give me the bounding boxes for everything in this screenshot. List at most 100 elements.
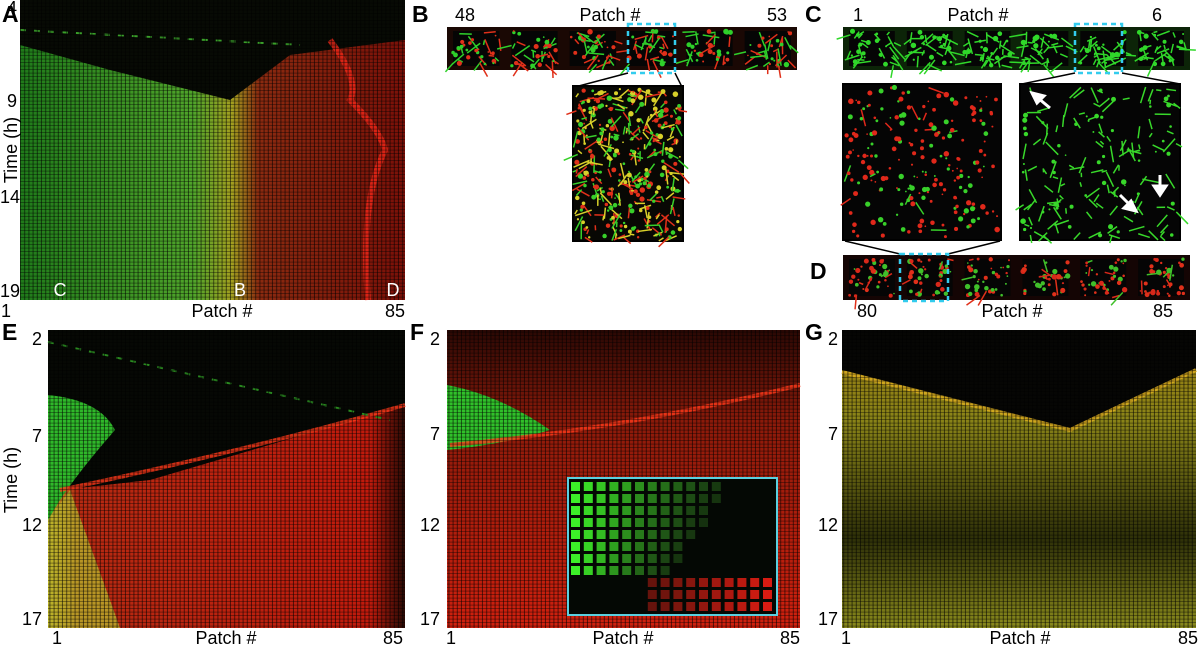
texture — [954, 60, 972, 66]
texture — [634, 45, 638, 55]
texture — [1021, 170, 1025, 174]
texture — [1122, 274, 1125, 278]
texture — [1162, 267, 1173, 278]
texture — [629, 208, 635, 214]
texture — [991, 210, 995, 213]
texture — [623, 236, 632, 245]
texture — [768, 35, 771, 38]
texture — [725, 57, 730, 62]
texture — [848, 279, 854, 284]
texture — [1134, 52, 1149, 62]
texture — [1123, 215, 1134, 223]
texture — [869, 173, 876, 178]
texture — [762, 61, 771, 68]
texture — [875, 119, 879, 123]
texture — [1038, 274, 1052, 278]
texture — [764, 44, 769, 59]
texture — [1139, 175, 1148, 186]
texture — [899, 120, 905, 126]
texture — [853, 191, 859, 197]
texture — [647, 518, 657, 527]
texture — [1024, 56, 1029, 60]
texture — [666, 185, 670, 189]
texture — [1098, 98, 1110, 108]
texture — [951, 169, 954, 172]
texture — [1181, 291, 1185, 296]
texture — [569, 35, 573, 39]
texture — [544, 39, 550, 45]
texture — [1051, 42, 1059, 46]
texture — [610, 115, 622, 128]
texture — [617, 152, 621, 156]
texture — [456, 60, 462, 66]
texture — [971, 202, 976, 206]
y-tick-label: 2 — [430, 329, 440, 349]
texture — [678, 189, 681, 192]
texture — [1136, 29, 1142, 35]
texture — [574, 159, 580, 165]
texture — [978, 39, 982, 43]
texture — [639, 117, 644, 124]
texture — [575, 165, 588, 178]
texture — [686, 51, 693, 67]
texture — [623, 180, 628, 185]
texture — [844, 133, 849, 138]
texture — [1095, 43, 1098, 47]
texture — [980, 59, 988, 69]
texture — [649, 56, 660, 61]
texture — [1047, 283, 1051, 287]
texture — [601, 190, 605, 194]
texture — [873, 33, 881, 41]
texture — [967, 175, 970, 179]
texture — [869, 265, 874, 271]
texture — [484, 39, 492, 55]
texture — [737, 578, 747, 587]
texture — [1138, 144, 1141, 150]
texture — [1140, 31, 1145, 35]
texture — [574, 216, 584, 232]
texture — [921, 186, 928, 193]
texture — [1089, 35, 1093, 39]
texture — [1018, 59, 1026, 69]
texture — [939, 154, 943, 158]
texture — [1094, 291, 1097, 294]
texture — [927, 100, 930, 103]
y-tick-label: 17 — [818, 609, 838, 629]
texture — [1029, 54, 1042, 65]
texture — [767, 40, 772, 52]
texture — [1106, 135, 1112, 142]
texture — [849, 28, 856, 34]
texture — [1106, 184, 1110, 194]
texture — [575, 195, 580, 201]
texture — [632, 175, 644, 184]
texture — [677, 104, 681, 108]
texture — [586, 229, 590, 235]
texture — [942, 268, 948, 274]
texture — [916, 176, 918, 179]
texture — [451, 53, 465, 65]
texture — [933, 175, 936, 177]
texture — [889, 46, 900, 60]
texture — [921, 195, 926, 200]
texture — [673, 482, 683, 491]
texture — [1164, 266, 1168, 270]
texture — [669, 198, 675, 215]
texture — [655, 212, 661, 218]
texture — [603, 137, 608, 142]
texture — [608, 187, 611, 191]
texture — [862, 174, 868, 180]
texture — [647, 183, 652, 188]
texture — [996, 215, 999, 218]
texture — [604, 202, 609, 207]
texture — [673, 506, 683, 515]
texture — [685, 33, 699, 38]
texture — [968, 291, 973, 297]
texture — [848, 293, 852, 297]
texture — [1160, 52, 1164, 62]
texture — [643, 205, 648, 219]
texture — [523, 54, 535, 63]
texture — [588, 148, 591, 151]
texture — [1161, 139, 1165, 143]
texture — [640, 89, 654, 97]
texture — [888, 166, 892, 170]
